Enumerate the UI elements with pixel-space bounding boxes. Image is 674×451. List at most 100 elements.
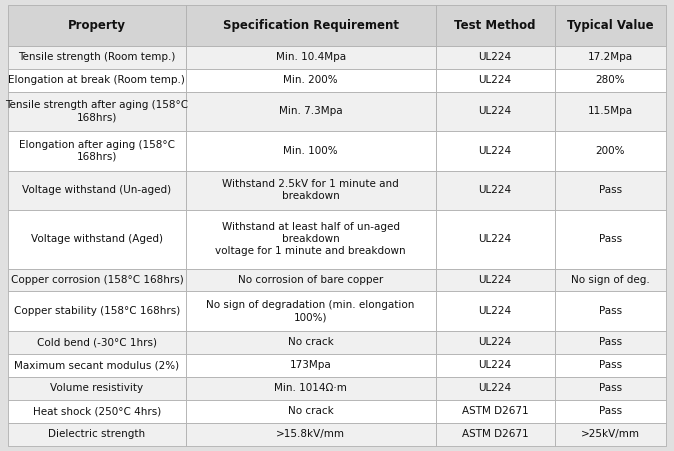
Bar (555, 5, 666, 46)
Text: UL224: UL224 (479, 383, 512, 393)
Text: Pass: Pass (599, 406, 622, 416)
Text: Cold bend (-30°C 1hrs): Cold bend (-30°C 1hrs) (37, 337, 157, 347)
Text: Tensile strength after aging (158°C
168hrs): Tensile strength after aging (158°C 168h… (5, 101, 189, 123)
Bar (555, 210, 666, 268)
Bar (435, 291, 555, 331)
Bar (435, 46, 555, 69)
Bar (186, 377, 435, 400)
Bar (555, 170, 666, 210)
Text: UL224: UL224 (479, 185, 512, 195)
Text: 280%: 280% (595, 75, 625, 85)
Text: Pass: Pass (599, 306, 622, 316)
Text: Withstand at least half of un-aged
breakdown
voltage for 1 minute and breakdown: Withstand at least half of un-aged break… (215, 222, 406, 256)
Text: UL224: UL224 (479, 275, 512, 285)
Bar (555, 268, 666, 291)
Text: Copper stability (158°C 168hrs): Copper stability (158°C 168hrs) (13, 306, 180, 316)
Text: No sign of degradation (min. elongation
100%): No sign of degradation (min. elongation … (206, 300, 415, 322)
Bar (435, 331, 555, 354)
Text: Voltage withstand (Aged): Voltage withstand (Aged) (31, 235, 163, 244)
Text: 11.5Mpa: 11.5Mpa (588, 106, 633, 116)
Bar (435, 210, 555, 268)
Bar (186, 131, 435, 170)
Bar (8, 400, 186, 423)
Text: Min. 10.4Mpa: Min. 10.4Mpa (276, 52, 346, 62)
Bar (186, 291, 435, 331)
Bar (435, 131, 555, 170)
Text: No crack: No crack (288, 337, 334, 347)
Bar (555, 291, 666, 331)
Text: 173Mpa: 173Mpa (290, 360, 332, 370)
Bar (555, 131, 666, 170)
Text: UL224: UL224 (479, 52, 512, 62)
Text: Pass: Pass (599, 383, 622, 393)
Text: No sign of deg.: No sign of deg. (571, 275, 650, 285)
Bar (435, 377, 555, 400)
Text: Min. 200%: Min. 200% (283, 75, 338, 85)
Bar (186, 331, 435, 354)
Text: No crack: No crack (288, 406, 334, 416)
Text: >25kV/mm: >25kV/mm (581, 429, 640, 439)
Bar (186, 170, 435, 210)
Bar (555, 423, 666, 446)
Text: Dielectric strength: Dielectric strength (49, 429, 146, 439)
Text: UL224: UL224 (479, 337, 512, 347)
Text: Pass: Pass (599, 185, 622, 195)
Bar (555, 331, 666, 354)
Text: Elongation after aging (158°C
168hrs): Elongation after aging (158°C 168hrs) (19, 140, 175, 162)
Bar (186, 5, 435, 46)
Bar (186, 400, 435, 423)
Text: Pass: Pass (599, 337, 622, 347)
Text: UL224: UL224 (479, 75, 512, 85)
Bar (186, 268, 435, 291)
Text: Min. 7.3Mpa: Min. 7.3Mpa (279, 106, 342, 116)
Text: Specification Requirement: Specification Requirement (222, 19, 398, 32)
Bar (8, 46, 186, 69)
Text: Maximum secant modulus (2%): Maximum secant modulus (2%) (14, 360, 179, 370)
Text: ASTM D2671: ASTM D2671 (462, 406, 528, 416)
Bar (435, 69, 555, 92)
Bar (8, 5, 186, 46)
Text: Tensile strength (Room temp.): Tensile strength (Room temp.) (18, 52, 176, 62)
Bar (8, 377, 186, 400)
Text: Heat shock (250°C 4hrs): Heat shock (250°C 4hrs) (33, 406, 161, 416)
Text: Test Method: Test Method (454, 19, 536, 32)
Text: Min. 100%: Min. 100% (283, 146, 338, 156)
Bar (435, 170, 555, 210)
Text: Property: Property (68, 19, 126, 32)
Bar (555, 92, 666, 131)
Bar (8, 69, 186, 92)
Bar (435, 423, 555, 446)
Bar (8, 131, 186, 170)
Text: Voltage withstand (Un-aged): Voltage withstand (Un-aged) (22, 185, 171, 195)
Bar (8, 92, 186, 131)
Bar (435, 400, 555, 423)
Bar (555, 46, 666, 69)
Text: Pass: Pass (599, 235, 622, 244)
Text: ASTM D2671: ASTM D2671 (462, 429, 528, 439)
Text: 17.2Mpa: 17.2Mpa (588, 52, 633, 62)
Bar (8, 354, 186, 377)
Bar (8, 210, 186, 268)
Text: 200%: 200% (596, 146, 625, 156)
Bar (555, 354, 666, 377)
Bar (8, 291, 186, 331)
Text: Volume resistivity: Volume resistivity (51, 383, 144, 393)
Bar (435, 92, 555, 131)
Text: Pass: Pass (599, 360, 622, 370)
Text: Withstand 2.5kV for 1 minute and
breakdown: Withstand 2.5kV for 1 minute and breakdo… (222, 179, 399, 201)
Bar (186, 46, 435, 69)
Bar (186, 354, 435, 377)
Bar (8, 268, 186, 291)
Bar (555, 400, 666, 423)
Text: UL224: UL224 (479, 306, 512, 316)
Bar (8, 170, 186, 210)
Text: UL224: UL224 (479, 146, 512, 156)
Text: Copper corrosion (158°C 168hrs): Copper corrosion (158°C 168hrs) (11, 275, 183, 285)
Text: Min. 1014Ω·m: Min. 1014Ω·m (274, 383, 347, 393)
Bar (186, 210, 435, 268)
Text: UL224: UL224 (479, 106, 512, 116)
Bar (435, 354, 555, 377)
Text: UL224: UL224 (479, 360, 512, 370)
Bar (186, 92, 435, 131)
Bar (8, 331, 186, 354)
